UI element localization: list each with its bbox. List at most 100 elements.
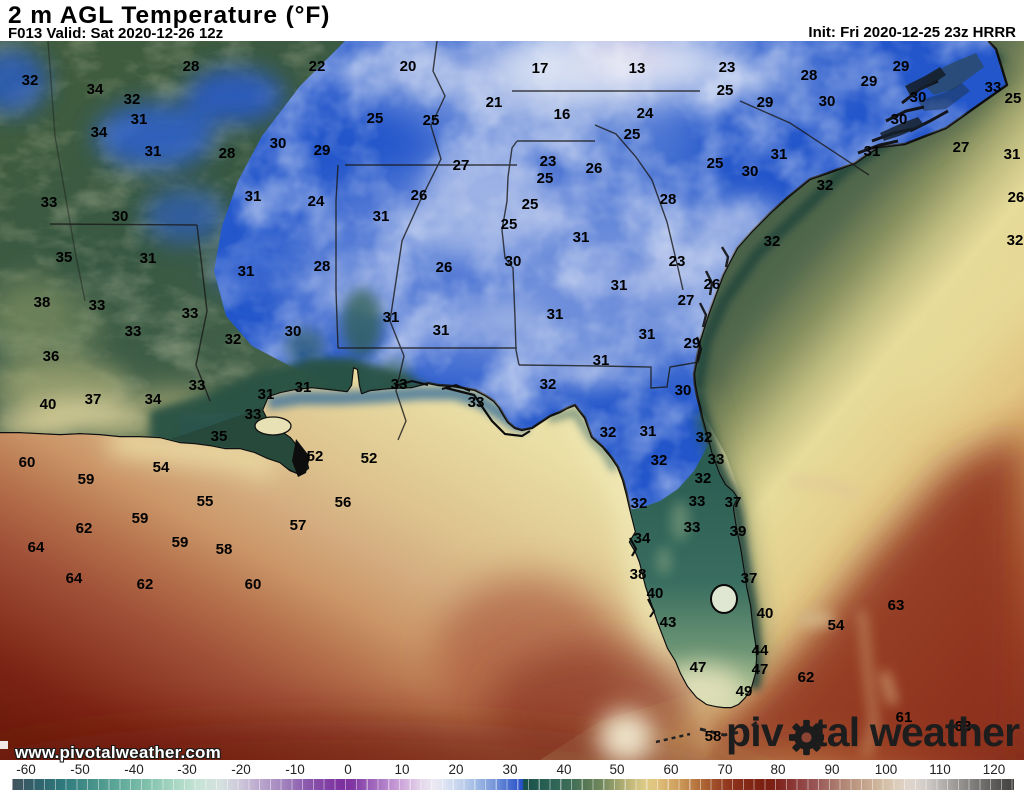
svg-text:59: 59 — [78, 471, 95, 488]
svg-text:30: 30 — [819, 93, 836, 110]
svg-text:21: 21 — [486, 94, 503, 111]
svg-text:59: 59 — [172, 534, 189, 551]
svg-text:33: 33 — [41, 194, 58, 211]
svg-text:56: 56 — [335, 494, 352, 511]
svg-text:13: 13 — [629, 60, 646, 77]
svg-text:26: 26 — [436, 259, 453, 276]
svg-text:33: 33 — [708, 451, 725, 468]
svg-text:31: 31 — [639, 326, 656, 343]
svg-text:63: 63 — [955, 718, 972, 735]
svg-text:40: 40 — [647, 585, 664, 602]
svg-text:31: 31 — [864, 143, 881, 160]
svg-text:25: 25 — [624, 126, 641, 143]
svg-text:32: 32 — [764, 233, 781, 250]
svg-text:58: 58 — [216, 541, 233, 558]
svg-text:30: 30 — [891, 111, 908, 128]
svg-text:26: 26 — [586, 160, 603, 177]
svg-text:52: 52 — [307, 448, 324, 465]
svg-text:54: 54 — [153, 459, 170, 476]
svg-text:60: 60 — [19, 454, 36, 471]
svg-text:60: 60 — [245, 576, 262, 593]
svg-text:32: 32 — [22, 72, 39, 89]
svg-text:62: 62 — [798, 669, 815, 686]
svg-text:31: 31 — [140, 250, 157, 267]
svg-text:62: 62 — [76, 520, 93, 537]
svg-text:64: 64 — [66, 570, 83, 587]
svg-text:27: 27 — [453, 157, 470, 174]
svg-text:16: 16 — [554, 106, 571, 123]
svg-text:23: 23 — [719, 59, 736, 76]
svg-text:49: 49 — [736, 683, 753, 700]
svg-text:17: 17 — [532, 60, 549, 77]
svg-text:30: 30 — [112, 208, 129, 225]
svg-text:31: 31 — [373, 208, 390, 225]
svg-text:25: 25 — [1005, 90, 1022, 107]
svg-text:23: 23 — [669, 253, 686, 270]
svg-text:38: 38 — [34, 294, 51, 311]
svg-text:32: 32 — [600, 424, 617, 441]
svg-text:32: 32 — [1007, 232, 1024, 249]
svg-text:33: 33 — [189, 377, 206, 394]
svg-text:32: 32 — [124, 91, 141, 108]
svg-text:32: 32 — [817, 177, 834, 194]
svg-text:31: 31 — [245, 188, 262, 205]
svg-text:29: 29 — [684, 335, 701, 352]
svg-text:47: 47 — [752, 661, 769, 678]
svg-text:31: 31 — [1004, 146, 1021, 163]
svg-text:29: 29 — [757, 94, 774, 111]
svg-text:31: 31 — [640, 423, 657, 440]
svg-text:33: 33 — [468, 394, 485, 411]
svg-text:47: 47 — [690, 659, 707, 676]
svg-text:37: 37 — [725, 494, 742, 511]
svg-text:54: 54 — [828, 617, 845, 634]
svg-text:33: 33 — [391, 376, 408, 393]
svg-text:31: 31 — [547, 306, 564, 323]
svg-text:63: 63 — [888, 597, 905, 614]
svg-text:29: 29 — [314, 142, 331, 159]
svg-text:37: 37 — [85, 391, 102, 408]
svg-text:31: 31 — [593, 352, 610, 369]
svg-text:31: 31 — [611, 277, 628, 294]
svg-text:25: 25 — [423, 112, 440, 129]
svg-text:32: 32 — [695, 470, 712, 487]
svg-text:31: 31 — [383, 309, 400, 326]
svg-text:30: 30 — [742, 163, 759, 180]
svg-text:25: 25 — [537, 170, 554, 187]
svg-text:20: 20 — [400, 58, 417, 75]
svg-text:31: 31 — [295, 379, 312, 396]
svg-text:39: 39 — [730, 523, 747, 540]
svg-text:40: 40 — [757, 605, 774, 622]
svg-text:59: 59 — [132, 510, 149, 527]
svg-text:24: 24 — [637, 105, 654, 122]
svg-text:36: 36 — [43, 348, 60, 365]
svg-text:30: 30 — [675, 382, 692, 399]
svg-text:30: 30 — [505, 253, 522, 270]
svg-text:61: 61 — [896, 709, 913, 726]
svg-text:35: 35 — [56, 249, 73, 266]
svg-text:26: 26 — [411, 187, 428, 204]
svg-text:30: 30 — [270, 135, 287, 152]
svg-text:31: 31 — [238, 263, 255, 280]
svg-text:33: 33 — [125, 323, 142, 340]
svg-text:32: 32 — [540, 376, 557, 393]
svg-text:33: 33 — [89, 297, 106, 314]
svg-text:58: 58 — [705, 728, 722, 745]
svg-text:34: 34 — [91, 124, 108, 141]
svg-text:25: 25 — [522, 196, 539, 213]
svg-text:26: 26 — [704, 276, 721, 293]
svg-text:27: 27 — [678, 292, 695, 309]
svg-text:38: 38 — [630, 566, 647, 583]
svg-text:31: 31 — [433, 322, 450, 339]
svg-text:30: 30 — [285, 323, 302, 340]
svg-text:44: 44 — [752, 642, 769, 659]
svg-text:64: 64 — [28, 539, 45, 556]
svg-text:31: 31 — [771, 146, 788, 163]
svg-text:31: 31 — [258, 386, 275, 403]
svg-text:43: 43 — [660, 614, 677, 631]
svg-text:33: 33 — [985, 79, 1002, 96]
svg-text:25: 25 — [707, 155, 724, 172]
svg-text:32: 32 — [631, 495, 648, 512]
svg-text:33: 33 — [689, 493, 706, 510]
svg-text:33: 33 — [182, 305, 199, 322]
svg-text:28: 28 — [660, 191, 677, 208]
